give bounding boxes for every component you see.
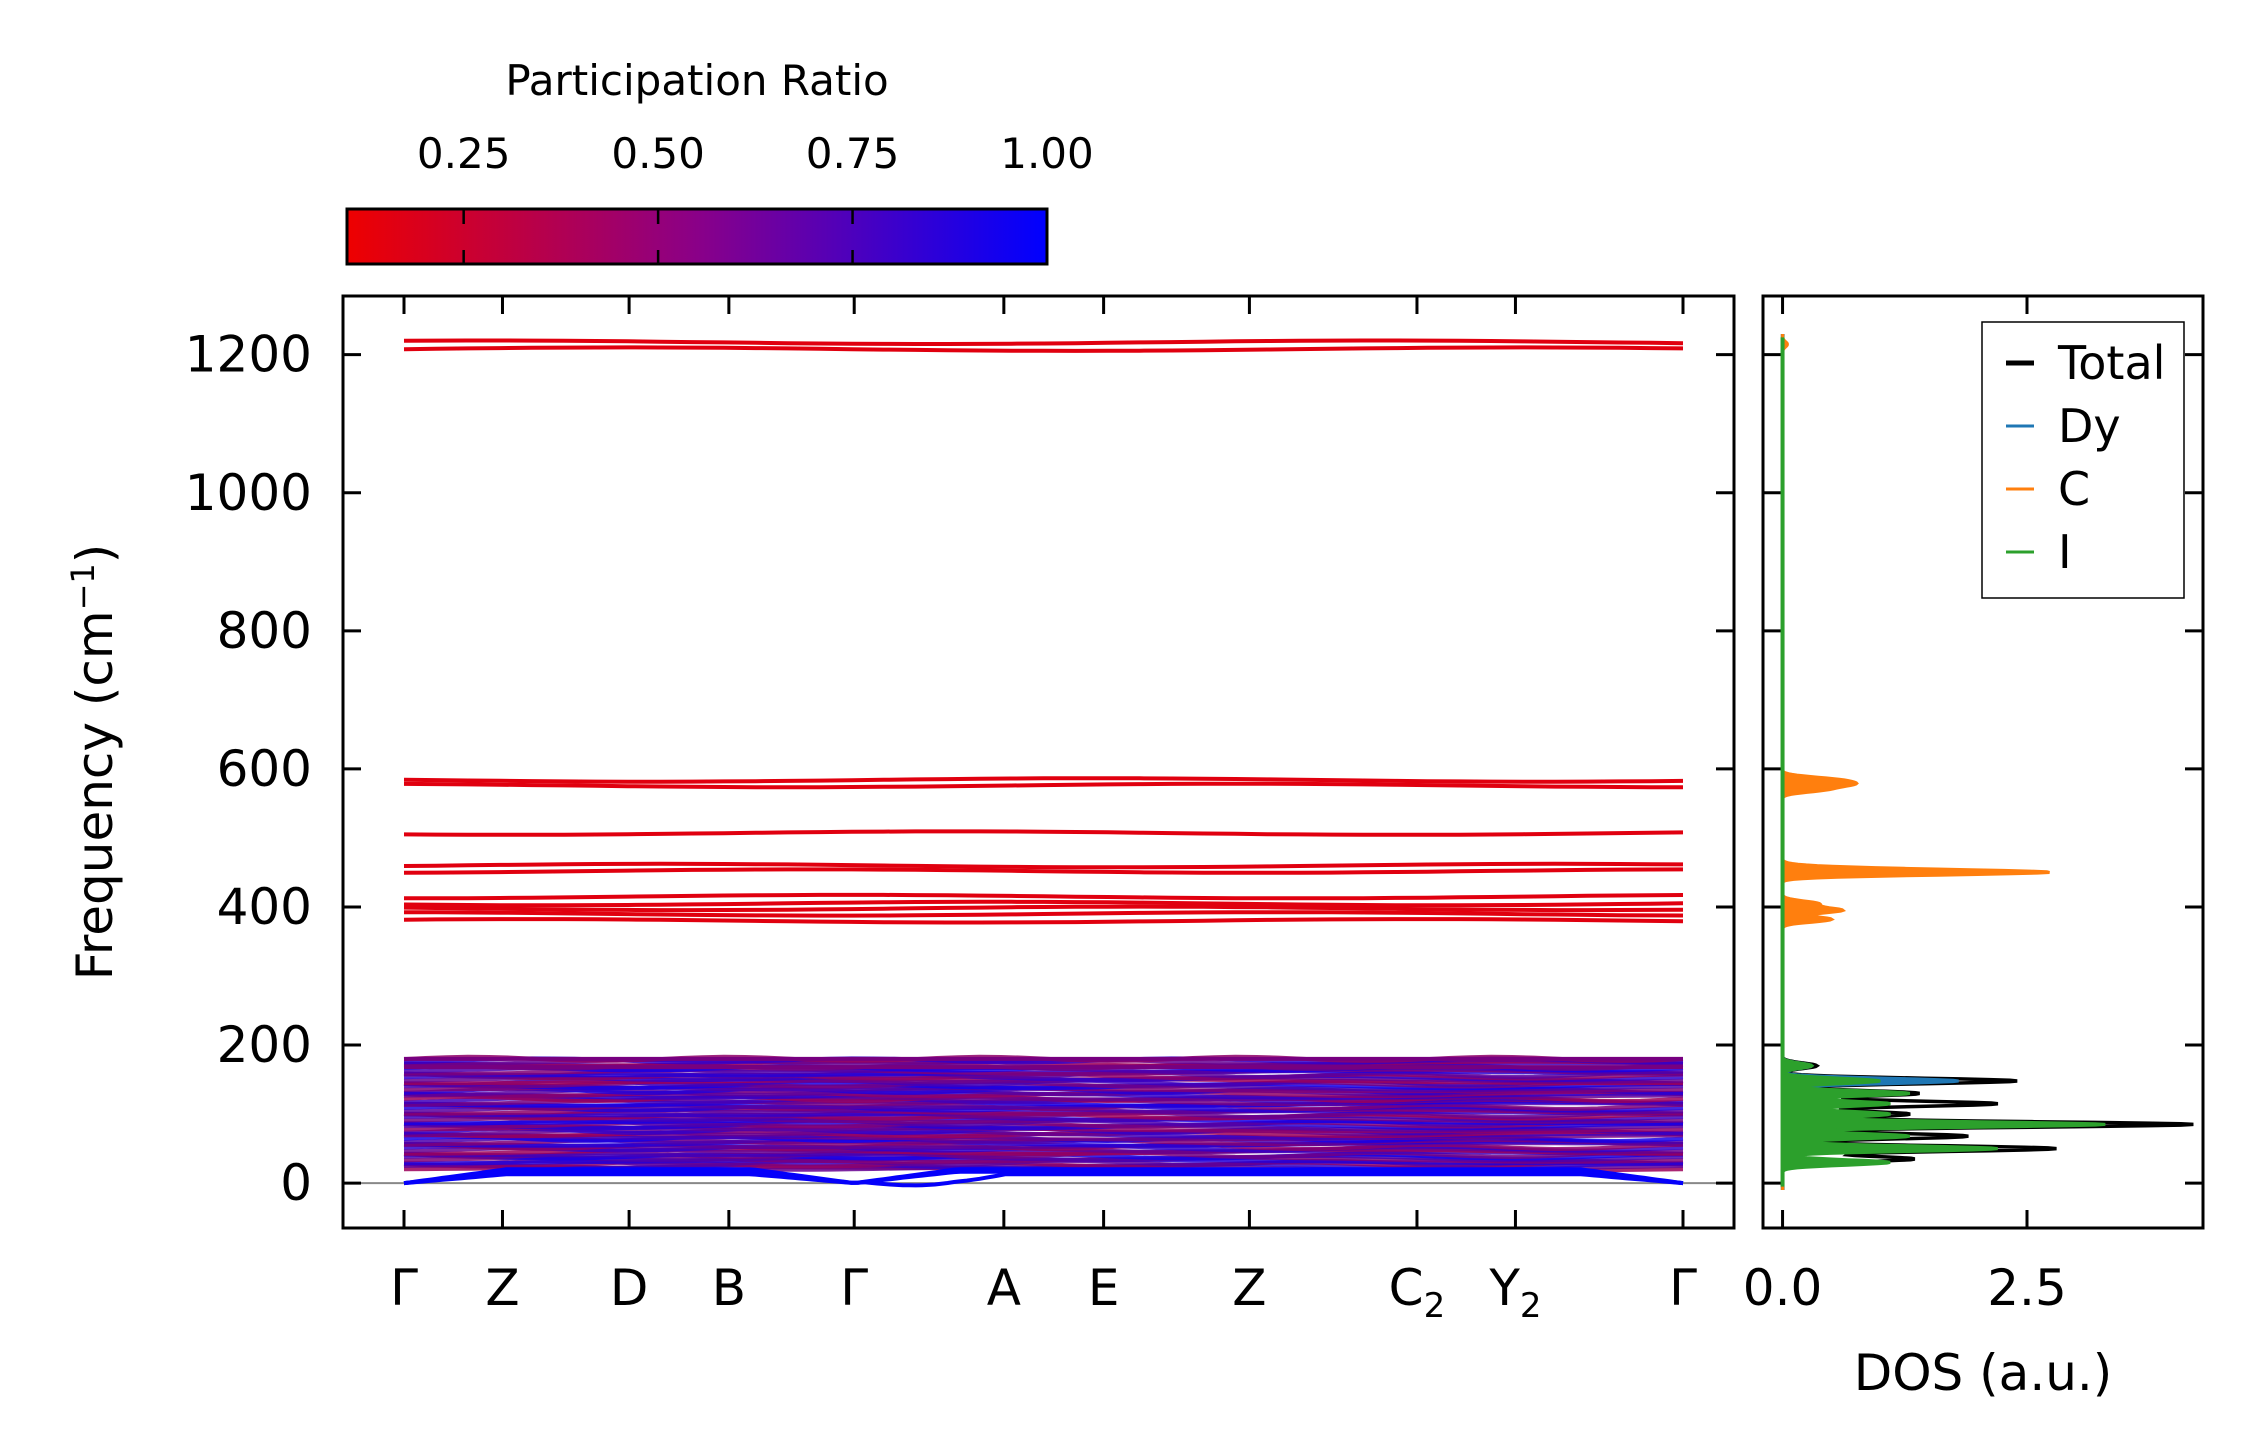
colorbar-tick-label: 0.75 (806, 129, 900, 178)
high-symmetry-label: Γ (390, 1259, 418, 1317)
flat-band (403, 781, 1683, 790)
dos-panel: 0.0 2.5 DOS (a.u.) Total Dy CI (1743, 294, 2205, 1402)
y-tick-label: 400 (217, 878, 312, 936)
dos-plot-frame (1761, 294, 2205, 1230)
flat-band (403, 829, 1684, 837)
high-symmetry-label: Γ (840, 1259, 868, 1317)
y-axis-title: Frequency (cm−1) (64, 544, 124, 981)
high-symmetry-label: Z (485, 1259, 519, 1317)
flat-band (403, 917, 1684, 925)
high-symmetry-label: D (610, 1259, 649, 1317)
y-tick-label: 800 (217, 602, 312, 660)
band-x-axis: Γ Z D B Γ A E Z C2 Y2 Γ (390, 296, 1697, 1326)
band-y-axis: 0 200 400 600 800 1000 1200 (185, 326, 2203, 1212)
band-structure-panel: 0 200 400 600 800 1000 1200 Γ Z D B Γ A E Z C2 Y2 Γ Freq… (64, 294, 2203, 1326)
legend-label-dy: Dy (2058, 399, 2121, 453)
dos-curve-dy (1781, 334, 1959, 1190)
flat-band (403, 345, 1684, 353)
flat-band (403, 861, 1684, 870)
flat-band (403, 899, 1684, 908)
high-symmetry-label: Γ (1669, 1259, 1697, 1317)
high-symmetry-label: A (987, 1259, 1021, 1317)
colorbar-tick-label: 1.00 (1000, 129, 1094, 178)
dos-legend: Total Dy CI (1981, 321, 2185, 599)
dos-x-tick-label: 0.0 (1743, 1259, 1823, 1317)
acoustic-band (403, 1167, 1684, 1186)
y-tick-label: 600 (217, 740, 312, 798)
y-tick-label: 200 (217, 1016, 312, 1074)
dos-x-tick-label: 2.5 (1987, 1259, 2067, 1317)
dos-x-axis-title: DOS (a.u.) (1854, 1344, 2113, 1402)
y-tick-label: 1200 (185, 326, 312, 384)
acoustic-band (403, 1169, 1684, 1186)
flat-band (403, 904, 1684, 913)
high-symmetry-label: Y2 (1488, 1259, 1541, 1326)
band-plot-frame (341, 294, 1736, 1230)
high-symmetry-label: E (1088, 1259, 1120, 1317)
dos-fill-dy (1782, 334, 1959, 1190)
colorbar: Participation Ratio 0.25 0.50 0.75 1.00 (345, 56, 1094, 266)
legend-label-i: I (2058, 525, 2072, 579)
legend-label-total: Total (2057, 336, 2165, 390)
y-tick-label: 0 (280, 1154, 312, 1212)
colorbar-tick-label: 0.50 (611, 129, 705, 178)
flat-band (404, 892, 1684, 901)
legend-label-c: C (2058, 462, 2090, 516)
optical-band (403, 1150, 1684, 1160)
colorbar-label: Participation Ratio (505, 56, 888, 105)
colorbar-ticks: 0.25 0.50 0.75 1.00 (417, 129, 1094, 264)
high-symmetry-label: B (712, 1259, 746, 1317)
colorbar-tick-label: 0.25 (417, 129, 511, 178)
flat-band (403, 910, 1684, 918)
acoustic-band (403, 1172, 1684, 1188)
dos-fill-i (1782, 334, 2106, 1190)
dos-curves (1780, 334, 2194, 1190)
high-symmetry-label: C2 (1389, 1259, 1446, 1326)
flat-band (403, 338, 1684, 346)
y-tick-label: 1000 (185, 464, 312, 522)
high-symmetry-label: Z (1232, 1259, 1266, 1317)
flat-band (403, 867, 1684, 875)
flat-band (403, 776, 1684, 784)
band-lines (343, 338, 1734, 1188)
dos-axes: 0.0 2.5 (1743, 296, 2067, 1317)
colorbar-gradient (345, 207, 1049, 266)
